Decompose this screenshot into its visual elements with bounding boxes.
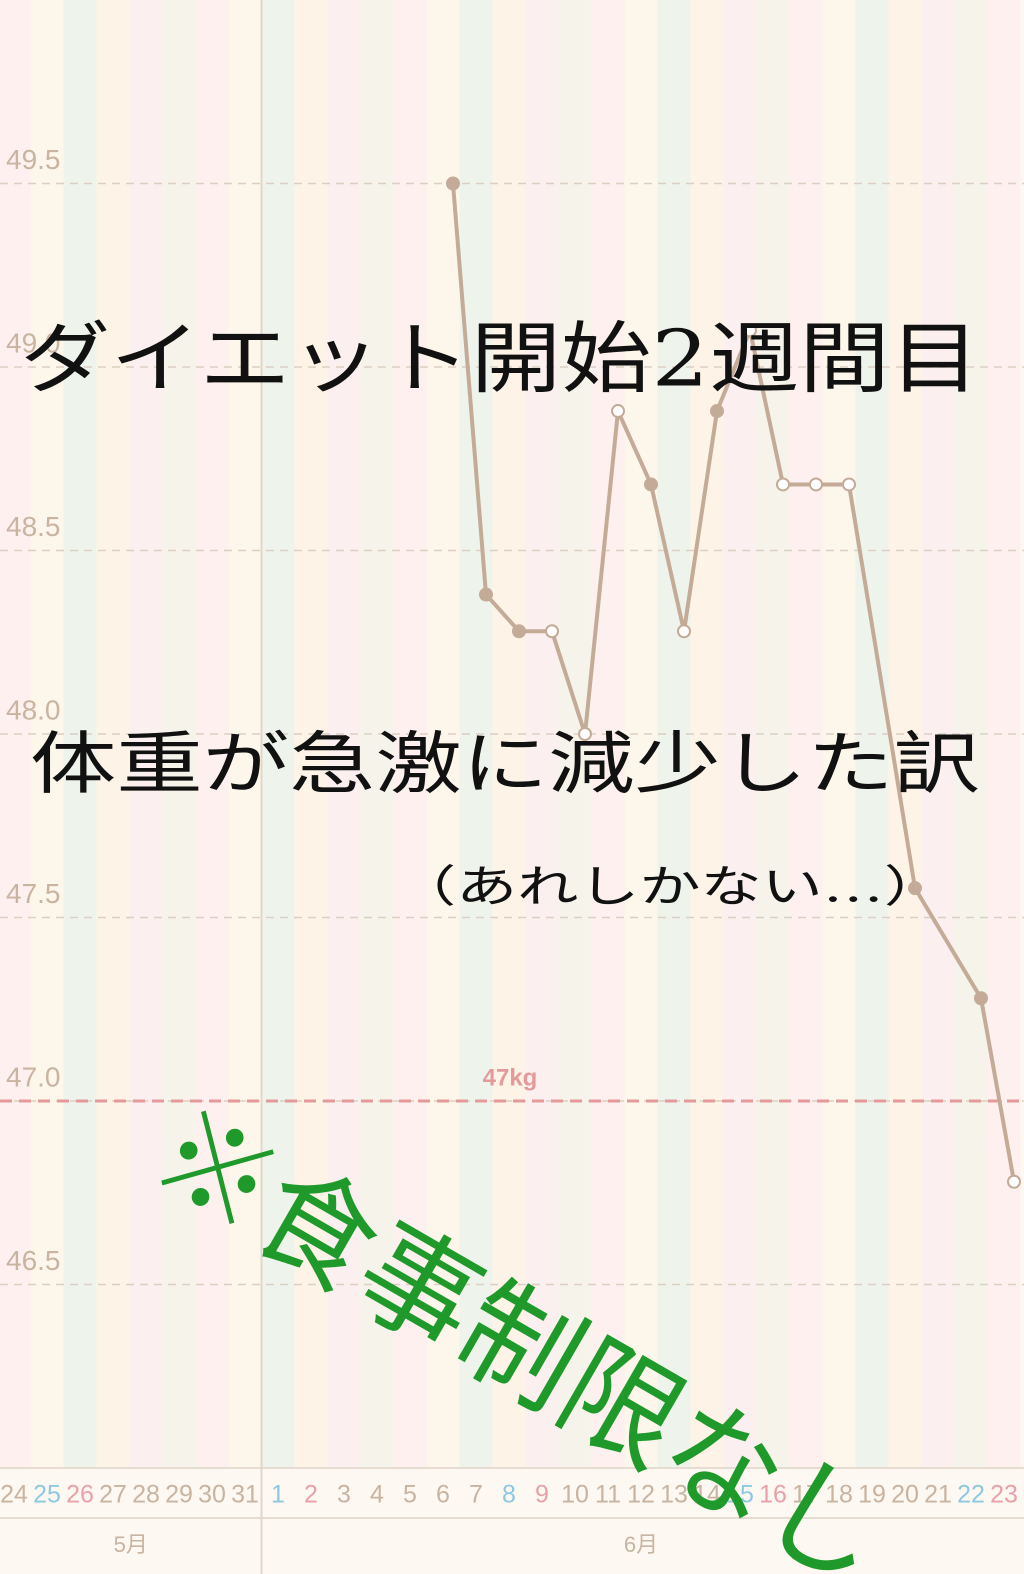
data-point xyxy=(545,624,559,639)
data-point xyxy=(776,477,790,492)
x-tick-label: 9 xyxy=(535,1481,549,1509)
line xyxy=(451,183,1016,1183)
y-tick-label: 49.5 xyxy=(6,144,61,175)
x-tick-label: 12 xyxy=(627,1481,655,1509)
axis-band xyxy=(0,1468,1024,1574)
x-tick-label: 14 xyxy=(693,1481,721,1509)
x-tick-label: 4 xyxy=(370,1481,384,1509)
data-point xyxy=(512,624,526,639)
y-tick-label: 48.5 xyxy=(6,511,61,542)
data-point xyxy=(644,477,658,492)
x-tick-label: 19 xyxy=(858,1481,886,1509)
x-tick-label: 31 xyxy=(231,1481,259,1509)
data-point xyxy=(578,727,592,741)
data-point xyxy=(479,587,493,602)
data-point xyxy=(974,991,988,1006)
data-point xyxy=(743,323,757,338)
x-tick-label: 18 xyxy=(825,1481,853,1509)
y-tick-label: 47.0 xyxy=(6,1061,61,1092)
y-tick-label: 49.0 xyxy=(6,327,61,358)
x-tick-label: 29 xyxy=(165,1481,193,1509)
x-tick-label: 3 xyxy=(337,1481,351,1509)
data-point xyxy=(677,624,691,639)
x-tick-label: 26 xyxy=(66,1481,94,1509)
x-tick-label: 17 xyxy=(792,1481,820,1509)
x-tick-label: 25 xyxy=(33,1481,61,1509)
data-point xyxy=(809,477,823,492)
x-tick-label: 6 xyxy=(436,1481,450,1509)
month-label: 5月 xyxy=(114,1532,148,1557)
data-point xyxy=(908,881,922,896)
x-tick-label: 24 xyxy=(0,1481,28,1509)
x-tick-label: 8 xyxy=(502,1481,516,1509)
target-label: 47kg xyxy=(483,1064,538,1091)
x-tick-label: 2 xyxy=(304,1481,318,1509)
y-tick-label: 47.5 xyxy=(6,878,61,909)
x-tick-label: 27 xyxy=(99,1481,127,1509)
x-tick-label: 22 xyxy=(957,1481,985,1509)
x-tick-label: 11 xyxy=(595,1481,621,1509)
x-tick-label: 5 xyxy=(403,1481,417,1509)
y-tick-label: 48.0 xyxy=(6,694,61,725)
x-tick-label: 7 xyxy=(469,1481,483,1509)
x-tick-label: 30 xyxy=(198,1481,226,1509)
month-label: 6月 xyxy=(624,1532,658,1557)
x-tick-label: 20 xyxy=(891,1481,919,1509)
data-point xyxy=(1007,1174,1021,1189)
x-tick-label: 15 xyxy=(726,1481,754,1509)
annotation-title: ダイエット開始2週間目 xyxy=(20,315,980,405)
x-tick-label: 1 xyxy=(271,1481,285,1509)
annotation-note: （あれしかない…） xyxy=(395,862,945,913)
x-tick-label: 16 xyxy=(759,1481,787,1509)
data-point xyxy=(446,176,460,191)
x-tick-label: 10 xyxy=(561,1481,589,1509)
data-point xyxy=(710,404,724,419)
x-tick-label: 23 xyxy=(990,1481,1018,1509)
x-tick-label: 21 xyxy=(924,1481,952,1509)
data-point xyxy=(611,404,625,419)
annotation-subtitle: 体重が急激に減少した訳 xyxy=(30,726,980,805)
data-point xyxy=(842,477,856,492)
y-tick-label: 46.5 xyxy=(6,1245,61,1276)
x-tick-label: 13 xyxy=(660,1481,688,1509)
x-tick-label: 28 xyxy=(132,1481,160,1509)
